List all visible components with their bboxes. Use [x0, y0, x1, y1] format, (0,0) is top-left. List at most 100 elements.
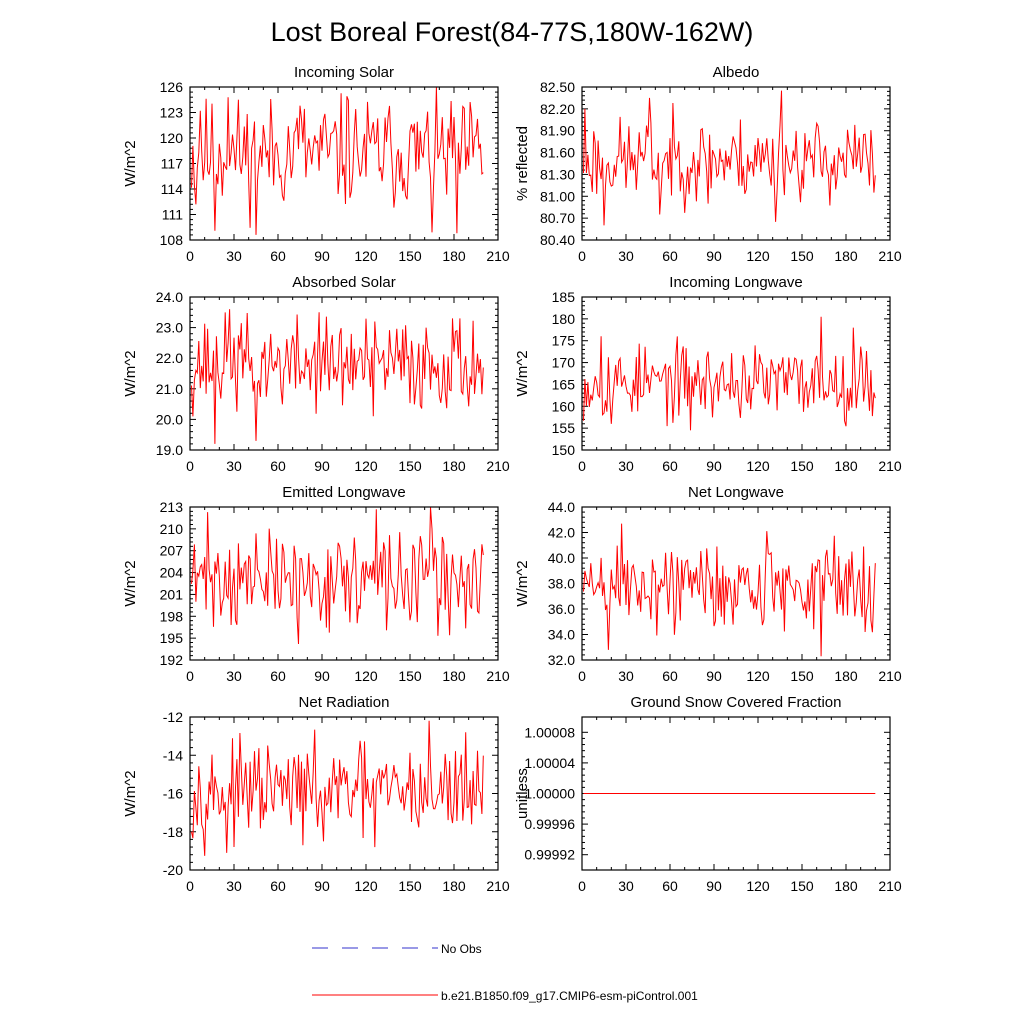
series-line [191, 506, 484, 645]
x-tick-label: 180 [442, 668, 466, 684]
y-tick-label: 204 [160, 565, 184, 581]
y-tick-label: 126 [160, 79, 184, 95]
x-tick-label: 180 [442, 878, 466, 894]
y-tick-label: 207 [160, 543, 184, 559]
y-tick-label: 19.0 [156, 442, 183, 458]
y-tick-label: 34.0 [548, 627, 575, 643]
y-tick-label: 40.0 [548, 550, 575, 566]
y-tick-label: 80.70 [540, 210, 575, 226]
x-tick-label: 60 [270, 458, 286, 474]
series-line [583, 523, 876, 657]
x-tick-label: 90 [706, 458, 722, 474]
x-tick-label: 30 [226, 458, 242, 474]
y-axis-label: W/m^2 [514, 560, 531, 606]
x-tick-label: 30 [226, 248, 242, 264]
panel-title: Emitted Longwave [282, 484, 405, 501]
x-tick-label: 60 [662, 248, 678, 264]
panel-albedo: Albedo % reflected 0 30 60 90 120 150 180 210 80.4… [514, 64, 902, 264]
plot-frame [189, 506, 499, 661]
plot-frame [189, 716, 499, 871]
y-tick-label: 210 [160, 521, 184, 537]
panel-net-longwave: Net Longwave W/m^2 0 30 60 90 120 150 180 210 32.0… [514, 484, 902, 684]
x-tick-label: 120 [354, 248, 378, 264]
y-tick-label: 82.20 [540, 101, 575, 117]
x-tick-label: 150 [790, 248, 814, 264]
panel-title: Absorbed Solar [292, 274, 395, 291]
series-line [191, 309, 484, 444]
panel-net-radiation: Net Radiation W/m^2 0 30 60 90 120 150 180 210 -20… [122, 694, 510, 894]
y-tick-label: 108 [160, 232, 184, 248]
panel-incoming-longwave: Incoming Longwave W/m^2 0 30 60 90 120 150 180 21… [514, 274, 902, 474]
x-tick-label: 30 [618, 248, 634, 264]
x-tick-label: 120 [746, 458, 770, 474]
y-tick-label: 82.50 [540, 79, 575, 95]
y-tick-label: 213 [160, 499, 184, 515]
x-tick-label: 210 [486, 878, 510, 894]
y-tick-label: 42.0 [548, 525, 575, 541]
x-tick-label: 60 [662, 458, 678, 474]
y-tick-label: 80.40 [540, 232, 575, 248]
y-tick-label: 81.30 [540, 166, 575, 182]
plot-frame [581, 716, 891, 871]
x-tick-label: 0 [186, 458, 194, 474]
x-tick-label: 120 [354, 458, 378, 474]
y-axis-label: W/m^2 [122, 350, 139, 396]
y-tick-label: 36.0 [548, 601, 575, 617]
y-tick-label: 1.00008 [524, 724, 575, 740]
y-tick-label: 175 [552, 333, 576, 349]
x-tick-label: 180 [834, 878, 858, 894]
panel-title: Net Radiation [299, 694, 390, 711]
x-tick-label: 150 [398, 668, 422, 684]
y-tick-label: 24.0 [156, 289, 183, 305]
x-tick-label: 90 [314, 668, 330, 684]
panel-title: Incoming Solar [294, 64, 394, 81]
x-tick-label: 210 [486, 248, 510, 264]
panel-title: Ground Snow Covered Fraction [631, 694, 842, 711]
y-axis-label: % reflected [514, 126, 531, 201]
x-tick-label: 180 [442, 458, 466, 474]
panel-emitted-longwave: Emitted Longwave W/m^2 0 30 60 90 120 150 180 210… [122, 484, 510, 684]
x-tick-label: 60 [270, 878, 286, 894]
y-tick-label: -16 [163, 786, 183, 802]
x-tick-label: 90 [314, 878, 330, 894]
y-tick-label: 155 [552, 420, 576, 436]
x-tick-label: 0 [186, 668, 194, 684]
series-line [191, 86, 484, 235]
x-tick-label: 90 [706, 248, 722, 264]
y-tick-label: 44.0 [548, 499, 575, 515]
x-tick-label: 150 [790, 668, 814, 684]
y-axis-label: unitless [514, 768, 531, 819]
legend-obs-label: No Obs [441, 942, 482, 956]
legend-model-label: b.e21.B1850.f09_g17.CMIP6-esm-piControl.… [441, 989, 698, 1003]
x-tick-label: 180 [834, 248, 858, 264]
plot-frame [189, 86, 499, 241]
y-tick-label: 170 [552, 355, 576, 371]
y-tick-label: 120 [160, 130, 184, 146]
y-tick-label: 201 [160, 586, 184, 602]
x-tick-label: 90 [314, 248, 330, 264]
x-tick-label: 90 [314, 458, 330, 474]
x-tick-label: 60 [662, 878, 678, 894]
x-tick-label: 0 [578, 878, 586, 894]
y-tick-label: 198 [160, 608, 184, 624]
y-tick-label: -12 [163, 709, 183, 725]
series-line [191, 720, 484, 856]
main-title: Lost Boreal Forest(84-77S,180W-162W) [271, 17, 754, 47]
y-tick-label: 150 [552, 442, 576, 458]
series-line [583, 316, 876, 431]
y-tick-label: 81.00 [540, 188, 575, 204]
y-tick-label: 160 [552, 398, 576, 414]
y-tick-label: 1.00004 [524, 755, 575, 771]
panel-absorbed-solar: Absorbed Solar W/m^2 0 30 60 90 120 150 180 210 19… [122, 274, 510, 474]
x-tick-label: 0 [578, 248, 586, 264]
x-tick-label: 0 [578, 458, 586, 474]
y-tick-label: 81.60 [540, 145, 575, 161]
y-axis-label: W/m^2 [122, 140, 139, 186]
plot-frame [581, 86, 891, 241]
y-tick-label: 23.0 [156, 320, 183, 336]
x-tick-label: 0 [186, 248, 194, 264]
series-line [583, 90, 876, 226]
x-tick-label: 120 [354, 668, 378, 684]
x-tick-label: 180 [442, 248, 466, 264]
